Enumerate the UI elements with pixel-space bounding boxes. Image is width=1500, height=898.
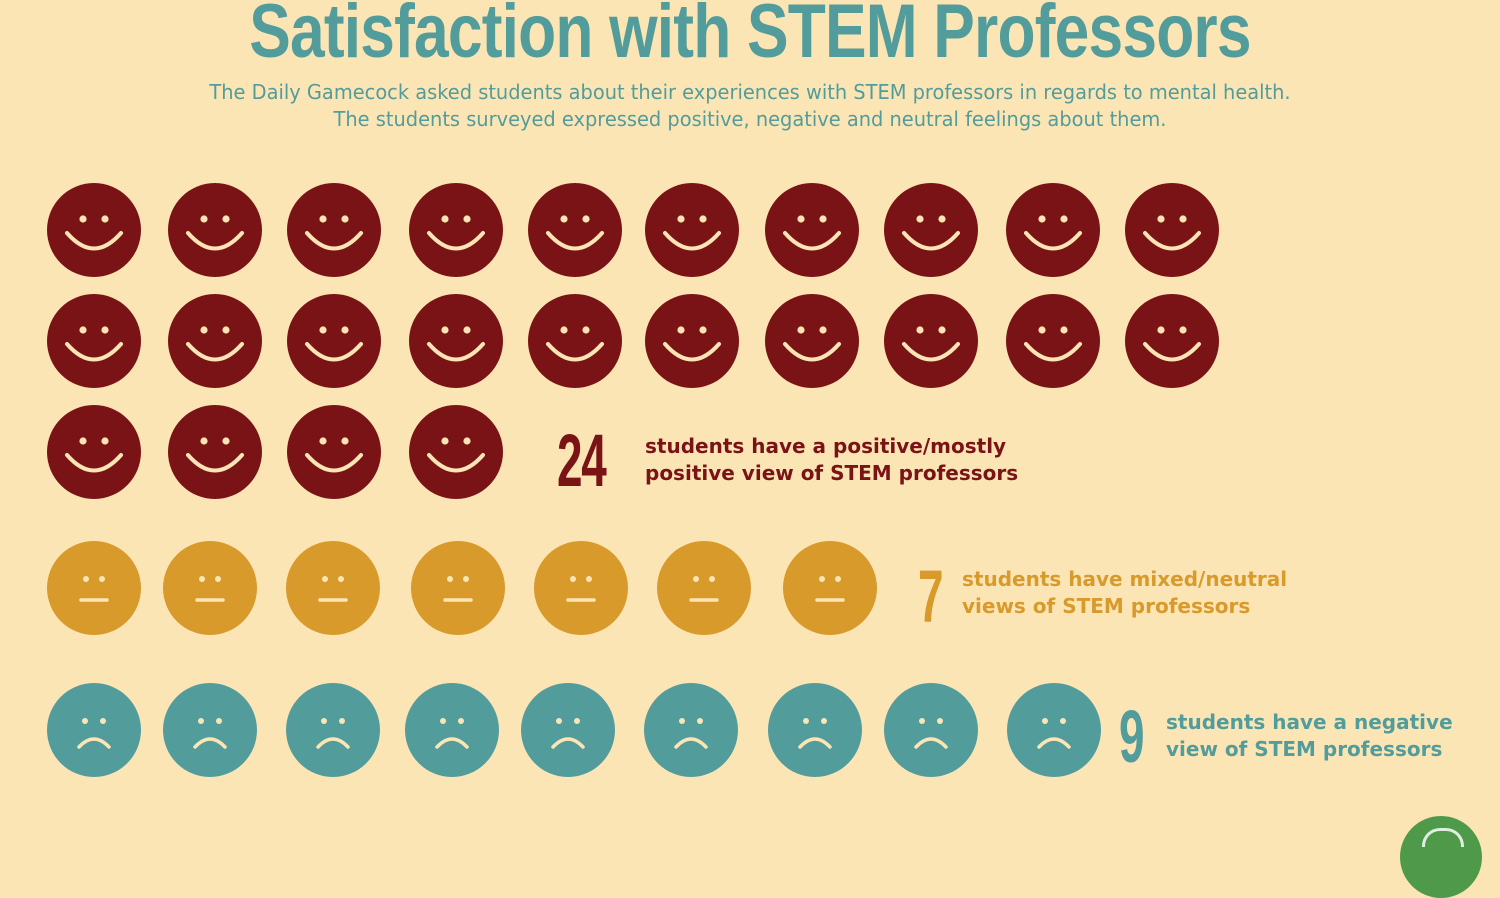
negative-description-line-1: students have a negative (1166, 710, 1453, 734)
smiley-face-icon (409, 405, 503, 499)
chart-subtitle-line-1: The Daily Gamecock asked students about … (209, 80, 1291, 104)
frowning-face-icon (644, 683, 738, 777)
smiley-face-icon (528, 183, 622, 277)
neutral-description-line-2: views of STEM professors (962, 594, 1251, 618)
smiley-face-icon (765, 183, 859, 277)
frowning-face-icon (405, 683, 499, 777)
neutral-face-icon (657, 541, 751, 635)
smiley-face-icon (287, 405, 381, 499)
frowning-face-icon (47, 683, 141, 777)
smiley-face-icon (1006, 183, 1100, 277)
daily-gamecock-logo-icon (1400, 816, 1482, 898)
smiley-face-icon (884, 294, 978, 388)
frowning-face-icon (163, 683, 257, 777)
smiley-face-icon (168, 294, 262, 388)
neutral-face-icon (286, 541, 380, 635)
positive-description-line-1: students have a positive/mostly (645, 434, 1007, 458)
smiley-face-icon (47, 405, 141, 499)
smiley-face-icon (1125, 183, 1219, 277)
smiley-face-icon (645, 183, 739, 277)
frowning-face-icon (521, 683, 615, 777)
neutral-face-icon (411, 541, 505, 635)
smiley-face-icon (47, 294, 141, 388)
smiley-face-icon (765, 294, 859, 388)
smiley-face-icon (1125, 294, 1219, 388)
smiley-face-icon (528, 294, 622, 388)
chart-title: Satisfaction with STEM Professors (249, 0, 1251, 74)
chart-subtitle-line-2: The students surveyed expressed positive… (333, 107, 1167, 131)
smiley-face-icon (287, 294, 381, 388)
neutral-description-line-1: students have mixed/neutral (962, 567, 1288, 591)
neutral-face-icon (47, 541, 141, 635)
smiley-face-icon (287, 183, 381, 277)
smiley-face-icon (1006, 294, 1100, 388)
smiley-face-icon (47, 183, 141, 277)
negative-count-label: 9 (1119, 695, 1145, 778)
frowning-face-icon (286, 683, 380, 777)
neutral-face-icon (783, 541, 877, 635)
smiley-face-icon (409, 294, 503, 388)
smiley-face-icon (168, 405, 262, 499)
smiley-face-icon (645, 294, 739, 388)
smiley-face-icon (884, 183, 978, 277)
neutral-count-label: 7 (918, 555, 944, 638)
positive-description: students have a positive/mostly positive… (645, 433, 1018, 487)
smiley-face-icon (168, 183, 262, 277)
frowning-face-icon (1007, 683, 1101, 777)
frowning-face-icon (768, 683, 862, 777)
neutral-face-icon (534, 541, 628, 635)
neutral-description: students have mixed/neutral views of STE… (962, 566, 1287, 620)
positive-count-label: 24 (557, 419, 607, 502)
neutral-face-icon (163, 541, 257, 635)
frowning-face-icon (884, 683, 978, 777)
negative-description: students have a negative view of STEM pr… (1166, 709, 1453, 763)
negative-description-line-2: view of STEM professors (1166, 737, 1443, 761)
pictograph-faces (47, 183, 1219, 777)
positive-description-line-2: positive view of STEM professors (645, 461, 1019, 485)
smiley-face-icon (409, 183, 503, 277)
